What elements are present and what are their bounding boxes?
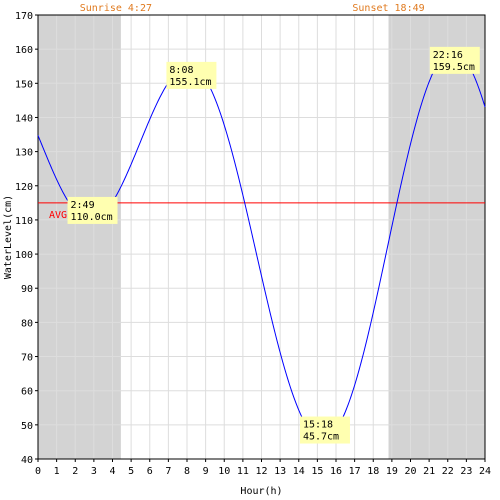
x-tick-label: 4 xyxy=(109,466,115,477)
x-tick-label: 3 xyxy=(91,466,97,477)
x-tick-label: 19 xyxy=(386,466,398,477)
y-tick-label: 70 xyxy=(21,353,33,364)
x-tick-label: 13 xyxy=(274,466,286,477)
y-tick-label: 90 xyxy=(21,284,33,295)
extreme-label-box xyxy=(166,61,217,89)
y-tick-label: 40 xyxy=(21,455,33,466)
y-tick-label: 60 xyxy=(21,387,33,398)
x-tick-label: 6 xyxy=(147,466,153,477)
y-tick-label: 50 xyxy=(21,421,33,432)
x-tick-label: 21 xyxy=(423,466,435,477)
x-tick-label: 5 xyxy=(128,466,134,477)
extreme-time: 15:18 xyxy=(303,420,333,431)
extreme-level: 110.0cm xyxy=(71,212,113,223)
y-tick-label: 160 xyxy=(15,45,33,56)
x-tick-label: 1 xyxy=(54,466,60,477)
axes: 0 1 2 3 4 5 6 7 8 9 10 11 12 13 14 15 16 17 18 19 20 21 22 23 24… xyxy=(15,11,491,477)
x-tick-label: 11 xyxy=(237,466,249,477)
x-tick-label: 18 xyxy=(367,466,379,477)
y-tick-label: 140 xyxy=(15,113,33,124)
x-axis-label: Hour(h) xyxy=(240,486,282,497)
x-tick-label: 16 xyxy=(330,466,342,477)
y-tick-label: 130 xyxy=(15,148,33,159)
x-tick-label: 24 xyxy=(479,466,491,477)
x-tick-label: 2 xyxy=(72,466,78,477)
y-tick-label: 80 xyxy=(21,318,33,329)
extreme-label-box xyxy=(299,416,350,444)
extreme-label-box xyxy=(429,46,480,74)
extreme-time: 2:49 xyxy=(71,200,95,211)
night-after-sunset xyxy=(388,15,485,459)
y-tick-label: 110 xyxy=(15,216,33,227)
grid xyxy=(37,14,486,460)
y-axis-label: WaterLevel(cm) xyxy=(3,195,14,279)
extreme-level: 45.7cm xyxy=(303,432,339,443)
y-tick-label: 150 xyxy=(15,79,33,90)
sunrise-label: Sunrise 4:27 xyxy=(80,3,152,14)
night-shading xyxy=(38,15,485,459)
extreme-level: 155.1cm xyxy=(169,77,211,88)
x-tick-label: 20 xyxy=(404,466,416,477)
y-tick-label: 170 xyxy=(15,11,33,22)
night-before-sunrise xyxy=(38,15,121,459)
x-tick-label: 9 xyxy=(203,466,209,477)
x-tick-label: 22 xyxy=(442,466,454,477)
x-tick-label: 0 xyxy=(35,466,41,477)
x-tick-label: 17 xyxy=(349,466,361,477)
x-tick-label: 14 xyxy=(293,466,305,477)
y-tick-label: 120 xyxy=(15,182,33,193)
x-tick-label: 15 xyxy=(311,466,323,477)
x-tick-label: 7 xyxy=(165,466,171,477)
sunset-label: Sunset 18:49 xyxy=(352,3,424,14)
y-tick-label: 100 xyxy=(15,250,33,261)
x-tick-label: 10 xyxy=(218,466,230,477)
x-tick-label: 12 xyxy=(255,466,267,477)
extreme-time: 22:16 xyxy=(433,50,463,61)
extreme-level: 159.5cm xyxy=(433,62,475,73)
extreme-time: 8:08 xyxy=(169,65,193,76)
extreme-label-box xyxy=(67,196,118,224)
x-tick-label: 8 xyxy=(184,466,190,477)
x-tick-label: 23 xyxy=(460,466,472,477)
